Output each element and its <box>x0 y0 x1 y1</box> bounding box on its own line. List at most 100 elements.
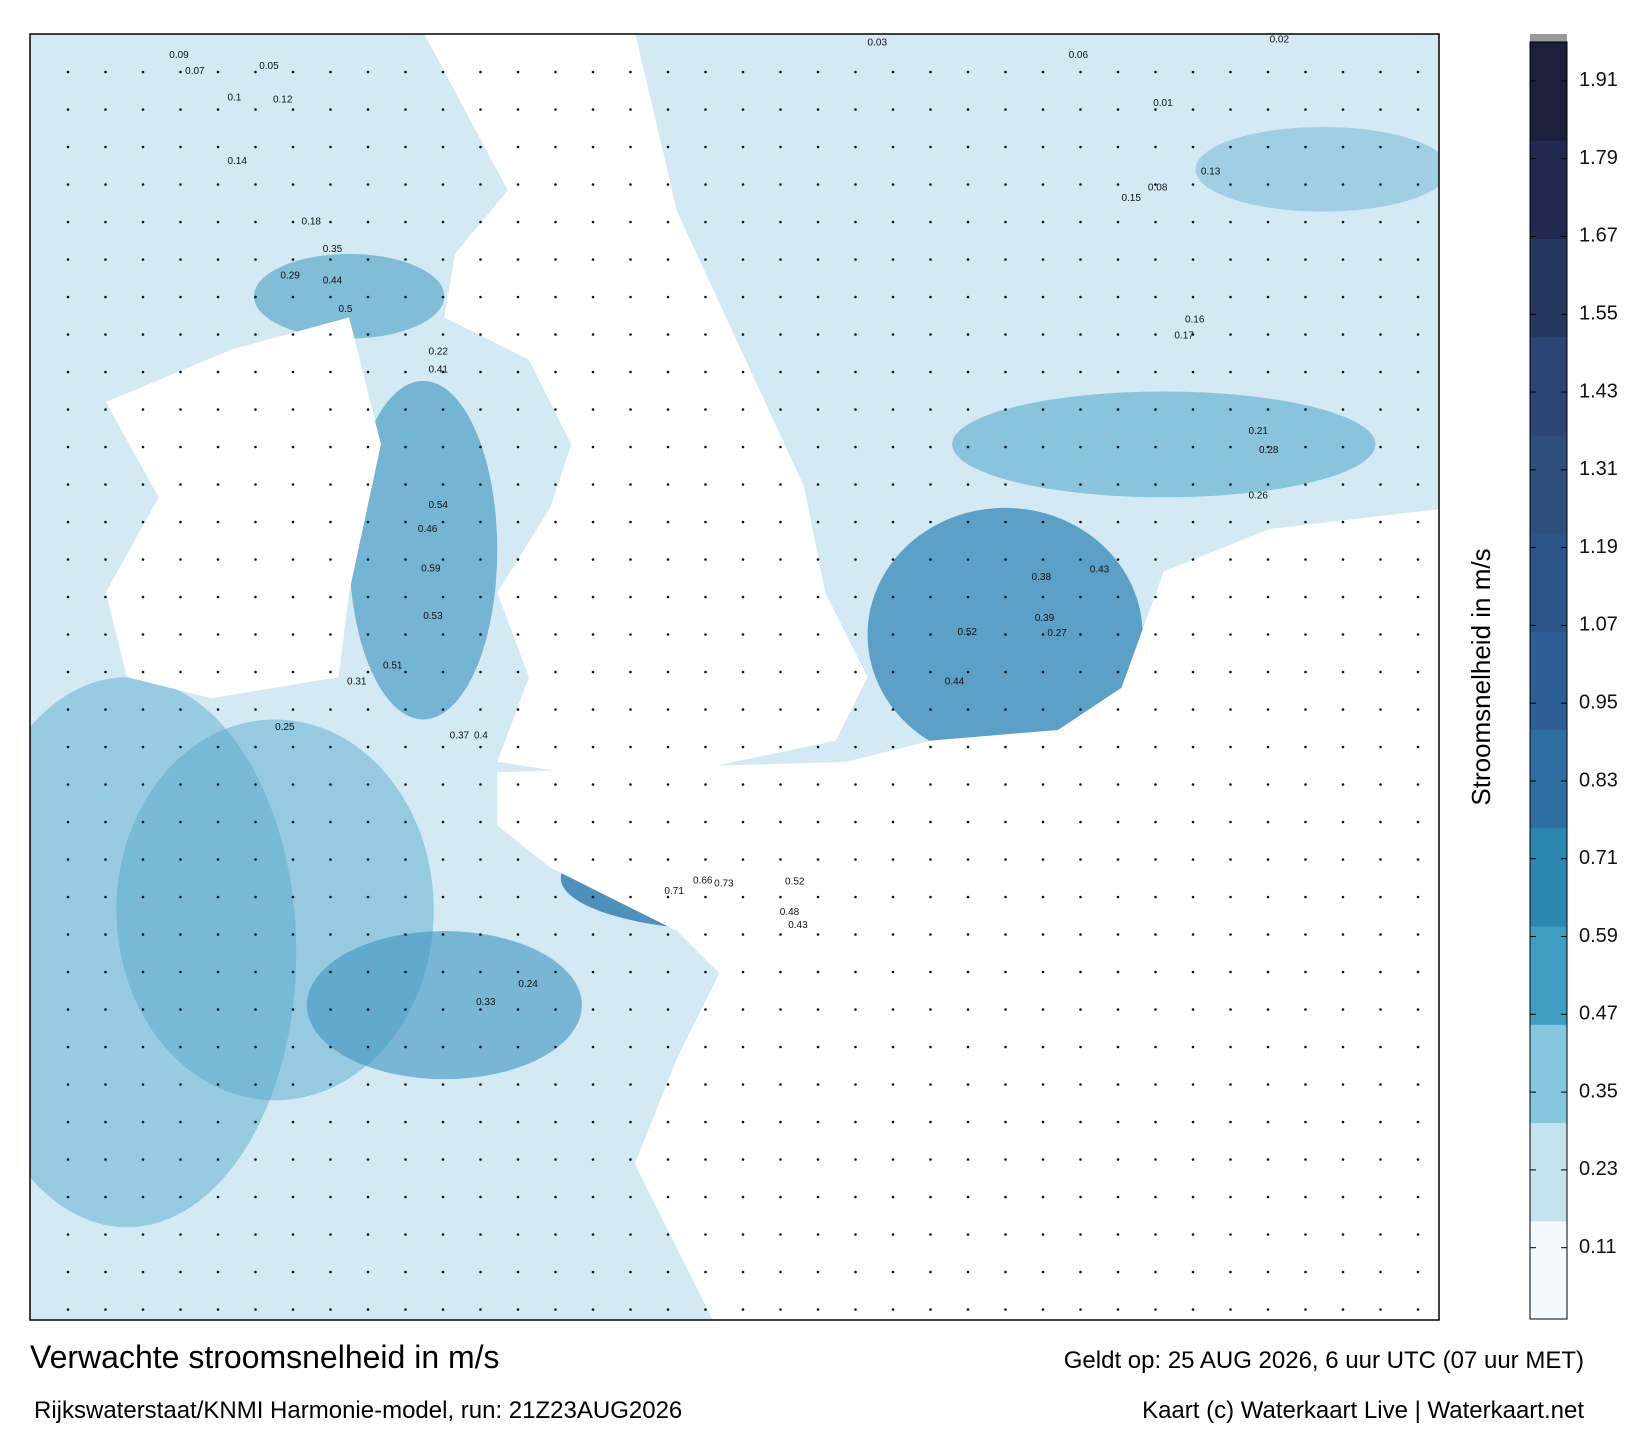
grid-dot <box>141 333 145 336</box>
grid-dot <box>366 333 370 336</box>
grid-dot <box>1079 895 1082 899</box>
grid-dot <box>929 670 932 674</box>
grid-dot <box>1004 708 1007 711</box>
grid-dot <box>591 858 595 861</box>
grid-dot <box>704 783 707 786</box>
grid-dot <box>66 1158 70 1161</box>
grid-dot <box>366 670 370 674</box>
grid-dot <box>1004 1120 1007 1124</box>
colorbar-tick-label: 1.55 <box>1579 303 1618 325</box>
grid-dot <box>329 708 332 711</box>
current-label: 0.4 <box>474 730 488 741</box>
grid-dot <box>66 858 70 861</box>
grid-dot <box>254 558 257 561</box>
grid-dot <box>629 370 632 374</box>
grid-dot <box>291 145 295 149</box>
grid-dot <box>1154 1270 1157 1274</box>
grid-dot <box>104 183 107 186</box>
valid-time: Geldt op: 25 AUG 2026, 6 uur UTC (07 uur… <box>1064 1347 1584 1374</box>
grid-dot <box>1304 633 1307 636</box>
grid-dot <box>816 70 820 74</box>
grid-dot <box>966 183 970 186</box>
grid-dot <box>329 333 332 336</box>
grid-dot <box>1191 1158 1195 1161</box>
grid-dot <box>1379 1233 1382 1236</box>
grid-dot <box>1154 445 1157 449</box>
colorbar-tick-label: 0.11 <box>1579 1236 1616 1258</box>
grid-dot <box>329 1120 332 1124</box>
grid-dot <box>816 1158 820 1161</box>
grid-dot <box>104 633 107 636</box>
grid-dot <box>1416 1270 1420 1274</box>
grid-dot <box>1154 895 1157 899</box>
grid-dot <box>666 1158 670 1161</box>
grid-dot <box>141 1158 145 1161</box>
grid-dot <box>1154 70 1157 74</box>
grid-dot <box>966 483 970 486</box>
grid-dot <box>929 145 932 149</box>
grid-dot <box>1304 295 1307 299</box>
grid-dot <box>929 633 932 636</box>
grid-dot <box>1079 858 1082 861</box>
colorbar-band <box>1530 140 1567 239</box>
grid-dot <box>929 708 932 711</box>
grid-dot <box>366 1308 370 1311</box>
grid-dot <box>479 745 482 749</box>
grid-dot <box>891 295 895 299</box>
grid-dot <box>104 145 107 149</box>
grid-dot <box>141 558 145 561</box>
grid-dot <box>779 895 782 899</box>
grid-dot <box>1229 970 1232 974</box>
grid-dot <box>591 1083 595 1086</box>
grid-dot <box>516 595 520 599</box>
grid-dot <box>1416 483 1420 486</box>
grid-dot <box>629 108 632 111</box>
grid-dot <box>779 1008 782 1011</box>
grid-dot <box>704 595 707 599</box>
grid-dot <box>1229 370 1232 374</box>
grid-dot <box>741 295 745 299</box>
grid-dot <box>666 445 670 449</box>
grid-dot <box>516 183 520 186</box>
grid-dot <box>479 370 482 374</box>
grid-dot <box>1266 183 1270 186</box>
grid-dot <box>1304 1158 1307 1161</box>
grid-dot <box>216 858 220 861</box>
grid-dot <box>816 595 820 599</box>
grid-dot <box>254 1008 257 1011</box>
grid-dot <box>929 858 932 861</box>
grid-dot <box>1341 783 1345 786</box>
grid-dot <box>404 370 407 374</box>
grid-dot <box>179 1045 182 1049</box>
grid-dot <box>1041 220 1045 224</box>
grid-dot <box>1229 745 1232 749</box>
grid-dot <box>104 708 107 711</box>
grid-dot <box>779 745 782 749</box>
colorbar-band <box>1530 1122 1567 1222</box>
grid-dot <box>141 895 145 899</box>
grid-dot <box>1154 558 1157 561</box>
grid-dot <box>516 108 520 111</box>
grid-dot <box>254 708 257 711</box>
grid-dot <box>1266 1008 1270 1011</box>
grid-dot <box>1116 108 1120 111</box>
grid-dot <box>1341 408 1345 411</box>
grid-dot <box>66 820 70 824</box>
grid-dot <box>666 1008 670 1011</box>
grid-dot <box>966 445 970 449</box>
grid-dot <box>966 1008 970 1011</box>
grid-dot <box>104 258 107 261</box>
grid-dot <box>179 670 182 674</box>
grid-dot <box>329 783 332 786</box>
grid-dot <box>104 520 107 524</box>
grid-dot <box>1379 595 1382 599</box>
grid-dot <box>1266 1308 1270 1311</box>
grid-dot <box>1116 820 1120 824</box>
grid-dot <box>1079 408 1082 411</box>
colorbar-band <box>1530 42 1567 141</box>
grid-dot <box>854 258 857 261</box>
grid-dot <box>666 633 670 636</box>
grid-dot <box>891 933 895 936</box>
grid-dot <box>516 1308 520 1311</box>
grid-dot <box>1004 1083 1007 1086</box>
